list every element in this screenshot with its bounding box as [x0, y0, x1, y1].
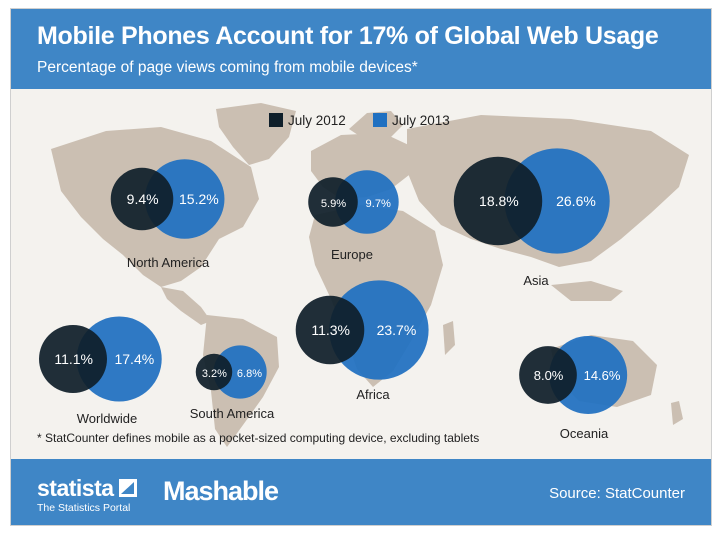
region-label-europe: Europe: [331, 247, 373, 262]
world-map-chart: July 2012 July 2013 9.4% 15.2% North Americ…: [37, 103, 689, 447]
value-label-europe-2013: 9.7%: [366, 198, 391, 210]
value-label-worldwide-2013: 17.4%: [114, 351, 154, 367]
value-label-worldwide-2012: 11.1%: [54, 351, 93, 367]
statista-logo: statista: [37, 475, 114, 501]
chart-subtitle: Percentage of page views coming from mob…: [37, 59, 418, 76]
header-banner: Mobile Phones Account for 17% of Global …: [11, 9, 711, 89]
bubble-worldwide-2012: [39, 325, 107, 393]
bubble-oceania-2012: [519, 346, 577, 404]
legend-label-july-2013: July 2013: [392, 113, 450, 128]
bubble-africa-2013: [329, 280, 429, 380]
value-label-europe-2012: 5.9%: [321, 198, 346, 210]
region-label-africa: Africa: [356, 387, 390, 402]
statista-logo-icon: [119, 479, 137, 497]
infographic: Mobile Phones Account for 17% of Global …: [10, 8, 712, 526]
region-label-oceania: Oceania: [560, 426, 609, 441]
region-label-worldwide: Worldwide: [77, 411, 137, 426]
value-label-oceania-2012: 8.0%: [534, 368, 564, 383]
value-label-north-america-2012: 9.4%: [127, 191, 159, 207]
legend: July 2012 July 2013: [269, 113, 450, 128]
footnote: * StatCounter defines mobile as a pocket…: [37, 431, 479, 445]
bubbles: 9.4% 15.2% North America 5.9% 9.7% Europe 18.8…: [39, 148, 628, 441]
bubble-south-america-2013: [213, 345, 267, 399]
bubble-south-america-2012: [195, 353, 233, 391]
mashable-logo: Mashable: [163, 476, 279, 506]
value-label-asia-2012: 18.8%: [479, 193, 519, 209]
land-new-zealand: [671, 401, 683, 425]
footer-banner: statista The Statistics Portal Mashable …: [11, 459, 711, 525]
value-label-africa-2012: 11.3%: [311, 322, 350, 338]
value-label-south-america-2013: 6.8%: [237, 368, 262, 380]
value-label-asia-2013: 26.6%: [556, 193, 596, 209]
region-label-asia: Asia: [523, 273, 549, 288]
region-label-south-america: South America: [190, 406, 275, 421]
chart-title: Mobile Phones Account for 17% of Global …: [37, 22, 659, 50]
value-label-oceania-2013: 14.6%: [584, 368, 621, 383]
land-indonesia: [551, 281, 623, 301]
statista-tagline: The Statistics Portal: [37, 502, 131, 514]
land-madagascar: [443, 321, 455, 355]
bubble-africa-2012: [295, 295, 365, 365]
legend-label-july-2012: July 2012: [288, 113, 346, 128]
value-label-south-america-2012: 3.2%: [202, 368, 227, 380]
legend-swatch-july-2013: [373, 113, 387, 127]
bubble-asia-2012: [453, 156, 543, 246]
legend-swatch-july-2012: [269, 113, 283, 127]
bubble-europe-2012: [308, 177, 358, 227]
value-label-africa-2013: 23.7%: [377, 322, 417, 338]
land-central-america: [161, 287, 211, 325]
bubble-north-america-2012: [110, 167, 174, 231]
value-label-north-america-2013: 15.2%: [179, 191, 219, 207]
source-note: Source: StatCounter: [549, 485, 685, 502]
region-label-north-america: North America: [127, 255, 210, 270]
